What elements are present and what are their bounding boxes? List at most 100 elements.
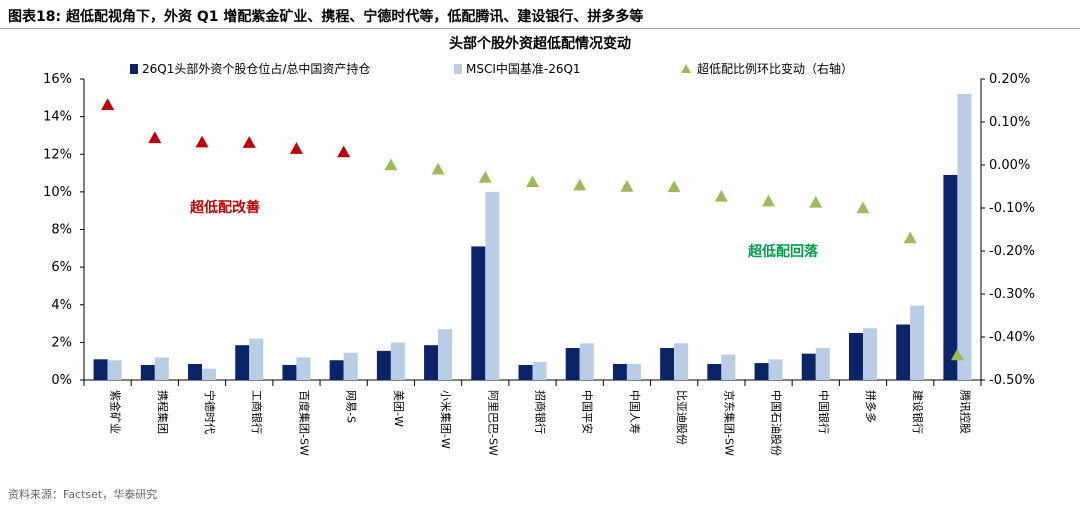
- bar-msci: [343, 352, 358, 380]
- bar-26q1: [565, 348, 580, 380]
- x-tick-label: 携程集团: [156, 390, 170, 434]
- marker-change: [809, 195, 823, 208]
- y-right-tick-label: -0.10%: [989, 201, 1035, 216]
- bar-26q1: [612, 364, 627, 380]
- bar-msci: [202, 368, 217, 380]
- bar-msci: [721, 354, 736, 380]
- bar-msci: [957, 94, 972, 381]
- marker-change: [950, 348, 964, 361]
- bar-26q1: [707, 364, 722, 380]
- marker-change: [762, 194, 776, 207]
- marker-change: [289, 142, 303, 154]
- marker-change: [101, 98, 115, 110]
- marker-change: [667, 180, 681, 193]
- x-tick-label: 拼多多: [864, 390, 878, 423]
- bar-26q1: [518, 364, 533, 380]
- legend-swatch-26q1: [130, 64, 138, 74]
- y-left-tick-label: 6%: [51, 260, 72, 275]
- chart-title: 头部个股外资超低配情况变动: [449, 36, 631, 52]
- x-tick-label: 京东集团-SW: [722, 390, 736, 456]
- marker-change: [714, 189, 728, 202]
- bar-26q1: [282, 364, 297, 380]
- bar-26q1: [660, 348, 675, 380]
- annotation-fallback: 超低配回落: [747, 243, 819, 260]
- y-left-tick-label: 10%: [43, 185, 72, 200]
- bar-26q1: [376, 350, 391, 380]
- bar-msci: [815, 348, 830, 380]
- y-left-tick-label: 12%: [43, 147, 72, 162]
- bar-msci: [485, 191, 500, 380]
- marker-change: [195, 135, 209, 148]
- x-tick-label: 中国人寿: [628, 390, 642, 434]
- bar-msci: [910, 305, 925, 380]
- bar-26q1: [943, 174, 958, 380]
- bar-26q1: [801, 353, 816, 380]
- legend-label-26q1: 26Q1头部外资个股仓位占/总中国资产持仓: [142, 61, 370, 76]
- y-right-tick-label: -0.20%: [989, 244, 1035, 259]
- marker-change: [856, 201, 870, 214]
- y-left-tick-label: 8%: [51, 223, 72, 238]
- bar-26q1: [471, 246, 486, 380]
- y-left-tick-label: 14%: [43, 110, 72, 125]
- bar-msci: [862, 328, 877, 380]
- y-right-tick-label: 0.00%: [989, 158, 1030, 173]
- y-left-tick-label: 4%: [51, 298, 72, 313]
- x-tick-label: 小米集团-W: [439, 390, 453, 449]
- marker-change: [526, 175, 539, 187]
- bar-msci: [107, 360, 122, 380]
- bar-msci: [579, 343, 594, 380]
- marker-change: [431, 162, 445, 175]
- x-tick-label: 招商银行: [534, 390, 548, 434]
- bar-26q1: [188, 364, 203, 380]
- bar-msci: [438, 329, 453, 380]
- bar-msci: [626, 364, 641, 380]
- x-tick-label: 腾讯控股: [958, 390, 972, 434]
- bar-26q1: [140, 364, 155, 380]
- figure-title: 图表18: 超低配视角下，外资 Q1 增配紫金矿业、携程、宁德时代等，低配腾讯、…: [8, 9, 644, 25]
- bar-msci: [390, 342, 405, 380]
- bar-26q1: [848, 332, 863, 380]
- legend-swatch-msci: [454, 64, 462, 74]
- bar-26q1: [329, 360, 344, 380]
- y-right-tick-label: -0.40%: [989, 330, 1035, 345]
- marker-change: [384, 158, 398, 171]
- bar-26q1: [93, 359, 108, 380]
- marker-change: [242, 136, 256, 148]
- bar-msci: [674, 343, 689, 380]
- x-tick-label: 宁德时代: [203, 390, 217, 434]
- bar-msci: [296, 357, 311, 380]
- legend-swatch-change: [681, 64, 691, 73]
- bar-msci: [154, 357, 169, 380]
- marker-change: [620, 180, 634, 192]
- y-right-tick-label: 0.10%: [989, 115, 1030, 130]
- x-tick-label: 中国银行: [817, 390, 831, 434]
- marker-change: [478, 170, 492, 183]
- x-tick-label: 百度集团-SW: [297, 390, 311, 456]
- x-tick-label: 网易-S: [345, 390, 358, 423]
- y-left-tick-label: 0%: [51, 373, 72, 388]
- x-tick-label: 比亚迪股份: [675, 390, 688, 445]
- bar-msci: [768, 359, 783, 380]
- bar-26q1: [754, 363, 769, 380]
- x-tick-label: 中国石油股份: [770, 390, 784, 456]
- bar-msci: [532, 362, 547, 380]
- bar-26q1: [424, 345, 439, 380]
- x-tick-label: 紫金矿业: [109, 390, 123, 434]
- y-left-tick-label: 2%: [51, 335, 72, 350]
- marker-change: [573, 178, 587, 191]
- x-tick-label: 中国平安: [581, 390, 595, 434]
- bar-26q1: [896, 324, 911, 380]
- bar-msci: [249, 338, 264, 380]
- x-tick-label: 美团-W: [392, 390, 405, 427]
- source-note: 资料来源：Factset，华泰研究: [8, 488, 158, 501]
- marker-change: [148, 131, 162, 144]
- x-tick-label: 阿里巴巴-SW: [486, 390, 499, 456]
- y-left-tick-label: 16%: [43, 72, 72, 87]
- x-tick-label: 工商银行: [250, 390, 264, 434]
- legend-label-msci: MSCI中国基准-26Q1: [466, 61, 581, 76]
- marker-change: [337, 145, 351, 158]
- y-right-tick-label: 0.20%: [989, 72, 1030, 87]
- title-rule: [0, 28, 1080, 29]
